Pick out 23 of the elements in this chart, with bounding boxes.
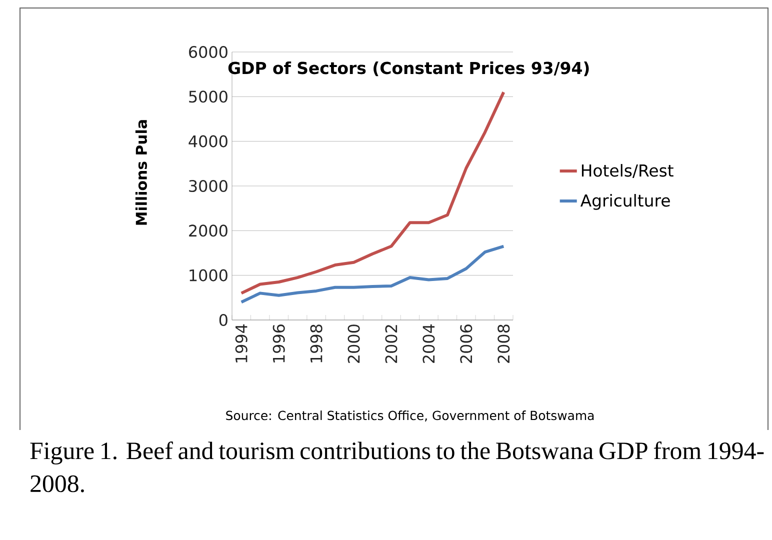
legend-label: Agriculture — [580, 194, 670, 210]
line-series — [240, 244, 506, 304]
x-tick-label: 2008 — [498, 324, 510, 363]
caption: Figure 1. Beef and tourism contributions to the Botswana GDP from 1994-2008. — [30, 442, 764, 492]
x-tick-label: 1996 — [272, 324, 285, 362]
legend-label: Hotels/Rest — [582, 164, 674, 178]
x-tick-label: 2002 — [385, 325, 398, 363]
x-tick-label: 2004 — [422, 324, 435, 363]
x-tick-label: 2006 — [460, 324, 472, 363]
line-series — [240, 90, 506, 295]
y-tick-label: 6000 — [189, 46, 228, 58]
y-tick-label: 1000 — [190, 269, 228, 282]
source-note: Source: Central Statistics Office, Government of Botswama — [226, 410, 594, 422]
x-tick-label: 2000 — [348, 324, 360, 363]
y-tick-label: 4000 — [188, 135, 228, 148]
x-tick-label: 1994 — [235, 324, 248, 362]
y-axis-title: Millions Pula — [135, 120, 148, 225]
x-tick-label: 1998 — [310, 324, 322, 362]
y-tick-label: 5000 — [189, 90, 228, 103]
text: GDP of Sectors (Constant Prices 93/94) — [228, 61, 589, 76]
y-tick-label: 2000 — [189, 224, 228, 237]
y-tick-label: 0 — [219, 314, 228, 326]
y-tick-label: 3000 — [189, 180, 228, 192]
